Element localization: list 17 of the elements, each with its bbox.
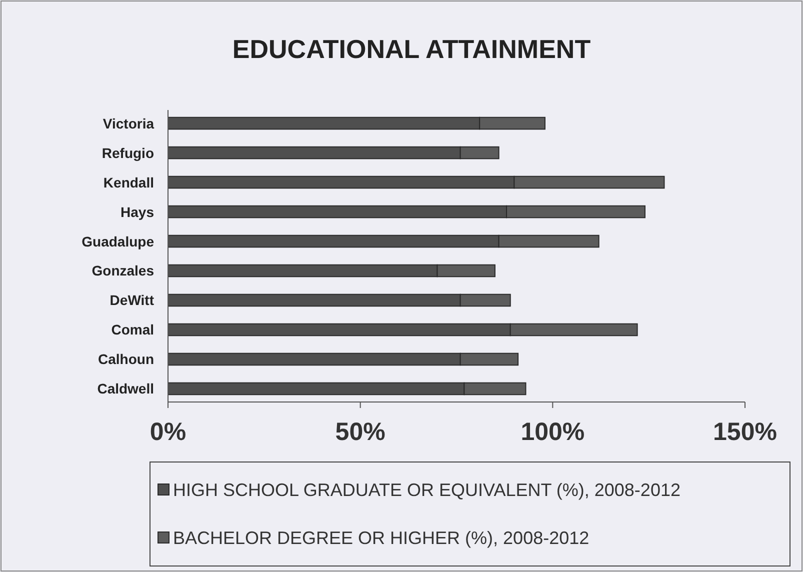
chart-title: EDUCATIONAL ATTAINMENT (232, 34, 591, 64)
x-tick-label: 0% (150, 418, 186, 446)
x-tick-label: 150% (713, 418, 777, 446)
legend-label: BACHELOR DEGREE OR HIGHER (%), 2008-2012 (173, 528, 590, 548)
y-tick-label: Refugio (102, 144, 154, 161)
y-tick-label: Kendall (103, 174, 154, 190)
y-tick-label: Caldwell (97, 380, 154, 397)
y-tick-label: Calhoun (98, 351, 154, 368)
y-tick-label: Victoria (102, 115, 154, 132)
y-tick-label: Comal (111, 322, 154, 338)
y-tick-label: DeWitt (110, 292, 154, 308)
y-tick-label: Hays (120, 204, 154, 220)
y-tick-label: Gonzales (92, 262, 154, 279)
x-tick-label: 100% (520, 418, 585, 446)
x-tick-label: 50% (335, 418, 386, 446)
legend-label: HIGH SCHOOL GRADUATE OR EQUIVALENT (%), 2008-2012 (173, 480, 680, 500)
y-tick-label: Guadalupe (82, 233, 154, 250)
